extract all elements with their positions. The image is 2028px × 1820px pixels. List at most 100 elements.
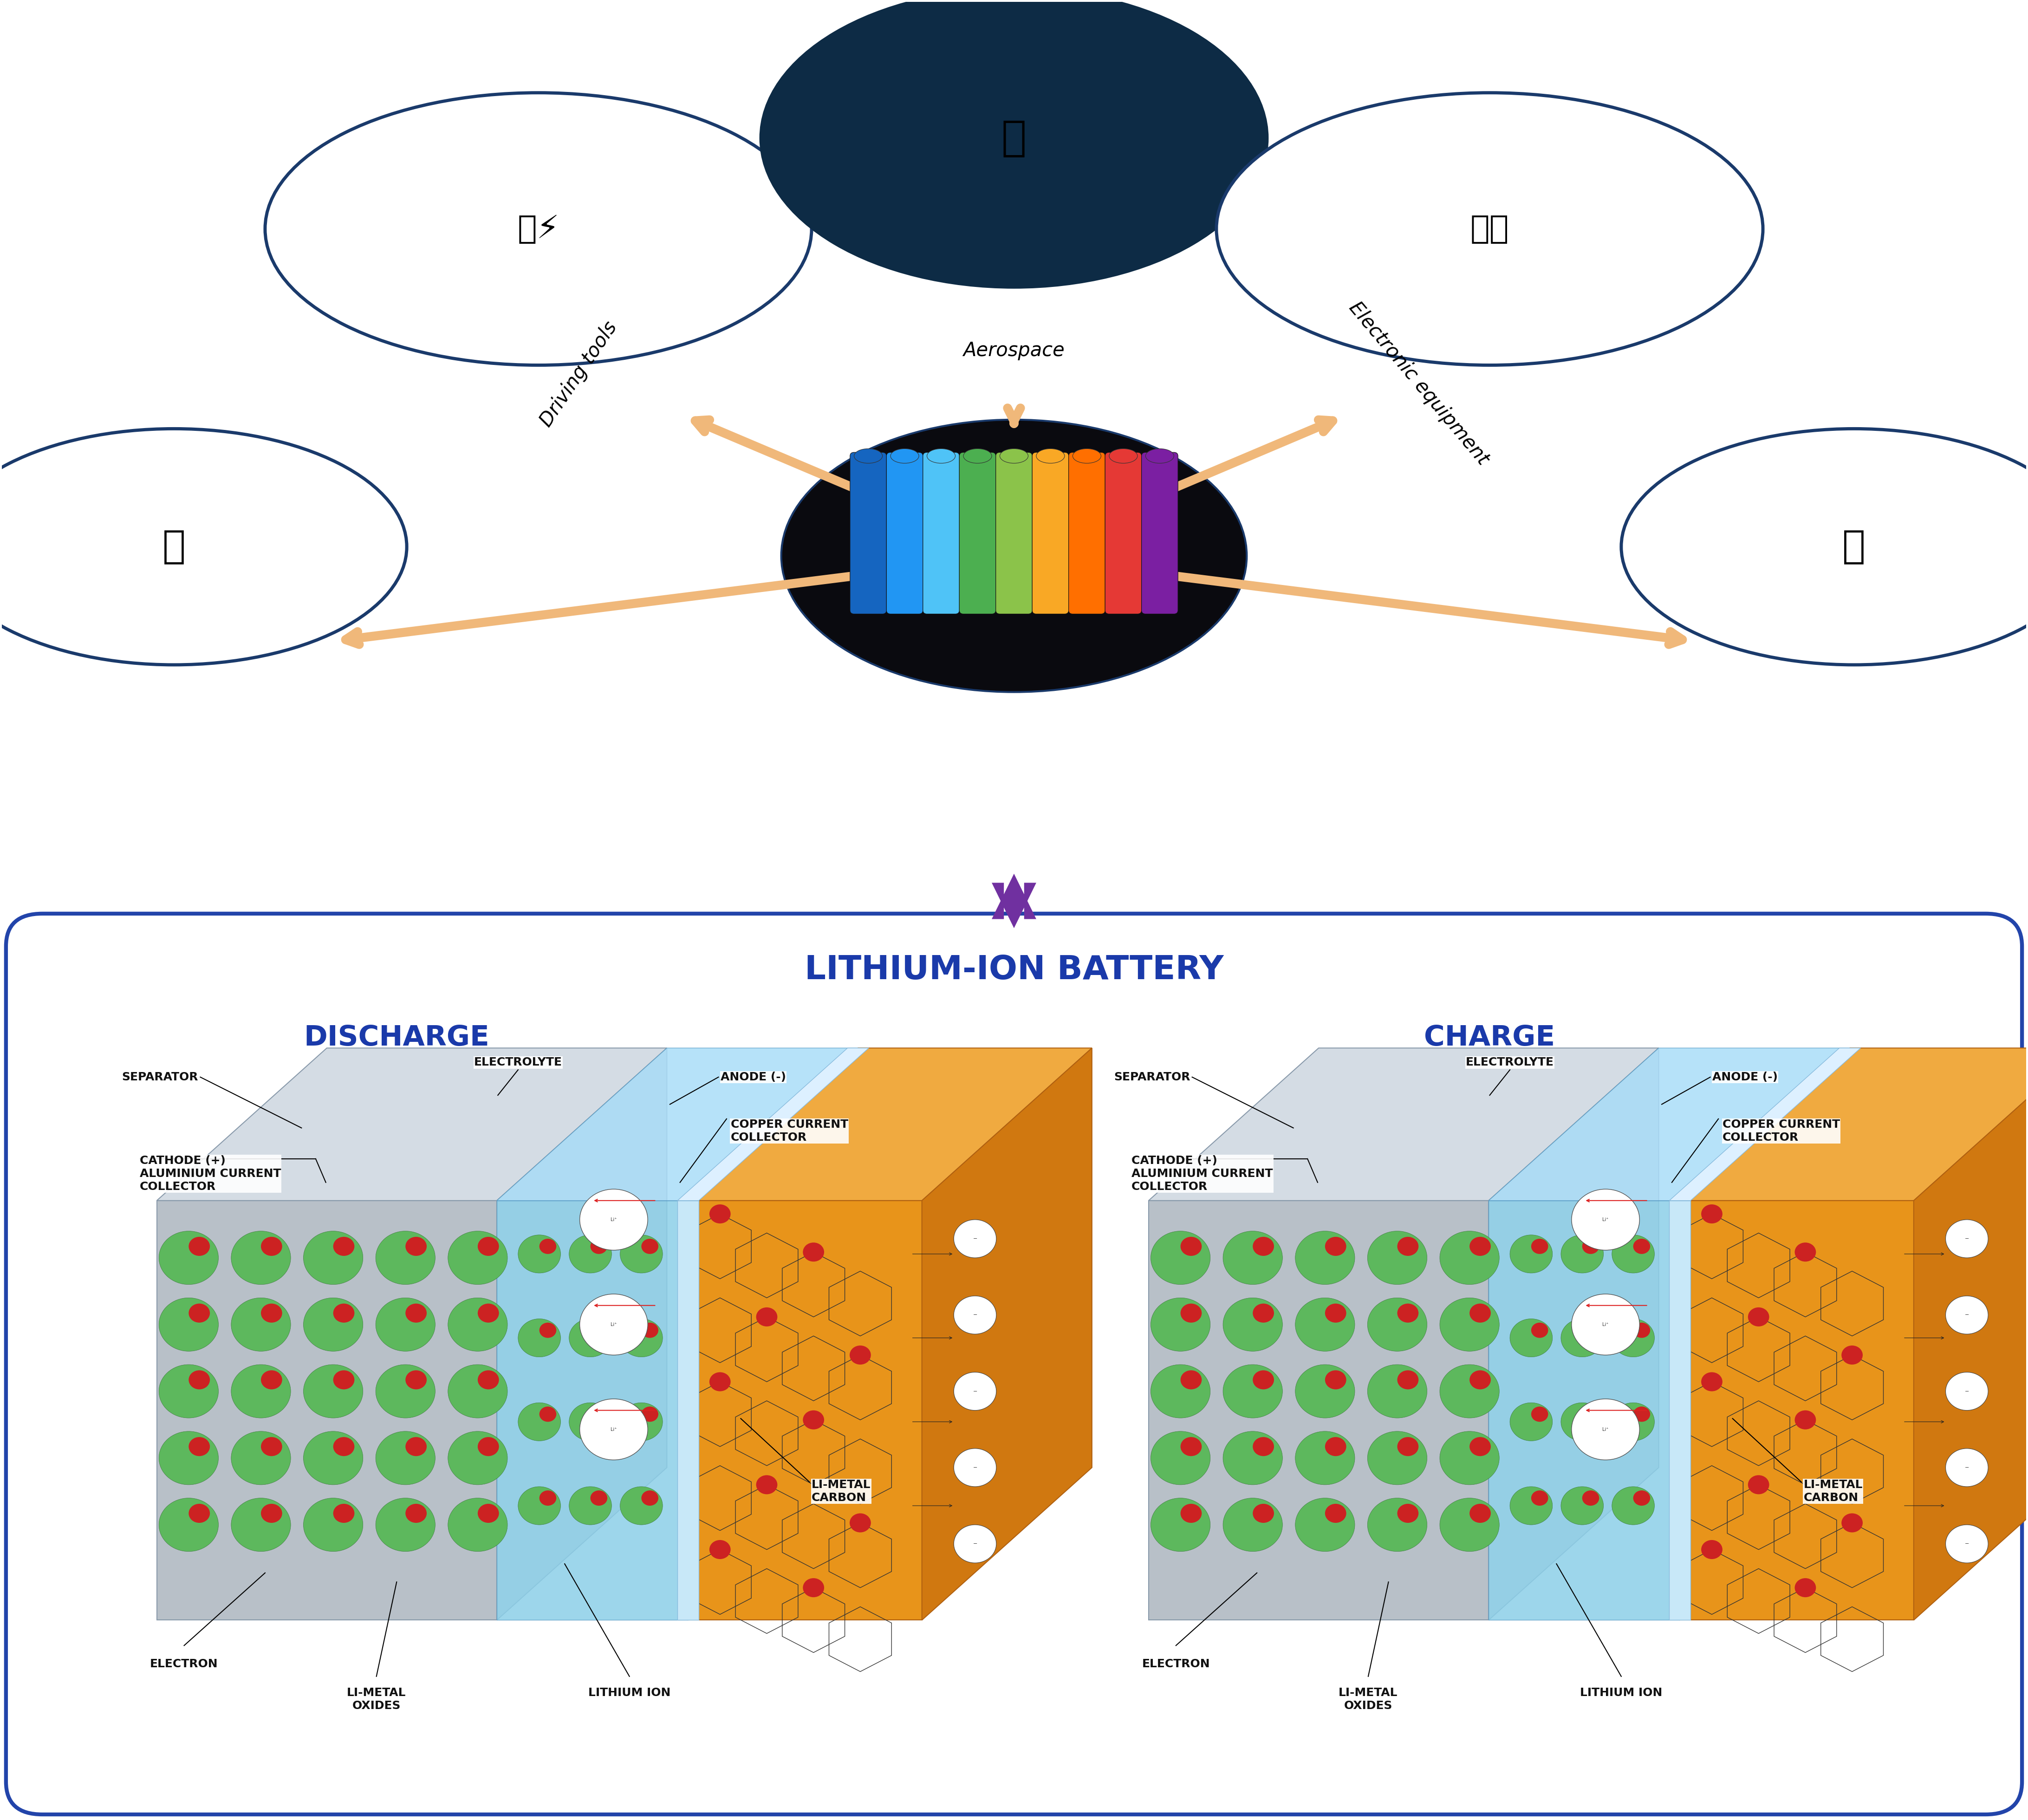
Text: ELECTROLYTE: ELECTROLYTE bbox=[1466, 1057, 1553, 1068]
Ellipse shape bbox=[1620, 430, 2028, 664]
Circle shape bbox=[1795, 1578, 1815, 1598]
Text: ⌚📶: ⌚📶 bbox=[1470, 213, 1509, 244]
Circle shape bbox=[850, 1345, 870, 1365]
Circle shape bbox=[1795, 1243, 1815, 1261]
Circle shape bbox=[1841, 1345, 1864, 1365]
Circle shape bbox=[1253, 1303, 1274, 1323]
Circle shape bbox=[262, 1370, 282, 1389]
Circle shape bbox=[1945, 1296, 1987, 1334]
Text: Electronic equipment: Electronic equipment bbox=[1345, 298, 1493, 470]
Circle shape bbox=[1511, 1487, 1551, 1525]
Ellipse shape bbox=[1073, 450, 1101, 464]
Polygon shape bbox=[923, 1048, 1091, 1620]
Circle shape bbox=[189, 1438, 211, 1456]
Circle shape bbox=[1150, 1498, 1211, 1551]
Circle shape bbox=[1945, 1525, 1987, 1563]
Text: Li⁺: Li⁺ bbox=[610, 1218, 617, 1221]
Circle shape bbox=[1440, 1230, 1499, 1285]
Circle shape bbox=[448, 1431, 507, 1485]
FancyBboxPatch shape bbox=[923, 453, 959, 613]
Circle shape bbox=[375, 1431, 436, 1485]
Circle shape bbox=[1440, 1498, 1499, 1551]
Ellipse shape bbox=[781, 420, 1247, 692]
Ellipse shape bbox=[927, 450, 955, 464]
Text: −: − bbox=[1965, 1312, 1969, 1318]
Circle shape bbox=[1470, 1303, 1491, 1323]
Circle shape bbox=[590, 1323, 606, 1338]
Circle shape bbox=[189, 1238, 211, 1256]
Circle shape bbox=[189, 1370, 211, 1389]
Circle shape bbox=[621, 1320, 663, 1358]
Circle shape bbox=[710, 1205, 730, 1223]
Circle shape bbox=[406, 1238, 426, 1256]
Circle shape bbox=[158, 1230, 219, 1285]
Polygon shape bbox=[687, 1048, 858, 1620]
Circle shape bbox=[304, 1298, 363, 1350]
Circle shape bbox=[231, 1498, 290, 1551]
FancyBboxPatch shape bbox=[996, 453, 1032, 613]
Text: SEPARATOR: SEPARATOR bbox=[122, 1072, 199, 1083]
Circle shape bbox=[1180, 1303, 1203, 1323]
Circle shape bbox=[1748, 1307, 1768, 1327]
Text: −: − bbox=[1965, 1236, 1969, 1241]
Circle shape bbox=[1397, 1238, 1418, 1256]
Circle shape bbox=[304, 1365, 363, 1418]
Circle shape bbox=[1324, 1238, 1347, 1256]
Circle shape bbox=[621, 1403, 663, 1441]
Text: LI-METAL
CARBON: LI-METAL CARBON bbox=[811, 1480, 870, 1503]
Ellipse shape bbox=[1217, 93, 1762, 366]
Polygon shape bbox=[1148, 1048, 1659, 1201]
Circle shape bbox=[803, 1243, 823, 1261]
Ellipse shape bbox=[963, 450, 992, 464]
Circle shape bbox=[1572, 1294, 1639, 1356]
Text: 📱: 📱 bbox=[1841, 528, 1866, 566]
Circle shape bbox=[1440, 1365, 1499, 1418]
Circle shape bbox=[1150, 1431, 1211, 1485]
Circle shape bbox=[333, 1238, 355, 1256]
Circle shape bbox=[1582, 1491, 1600, 1505]
Circle shape bbox=[1511, 1320, 1551, 1358]
FancyBboxPatch shape bbox=[1105, 453, 1142, 613]
Circle shape bbox=[1562, 1236, 1604, 1272]
Circle shape bbox=[1367, 1365, 1428, 1418]
Circle shape bbox=[1470, 1503, 1491, 1523]
Ellipse shape bbox=[1109, 450, 1138, 464]
Circle shape bbox=[1253, 1438, 1274, 1456]
Circle shape bbox=[479, 1370, 499, 1389]
FancyBboxPatch shape bbox=[1069, 453, 1105, 613]
Circle shape bbox=[1223, 1230, 1282, 1285]
Circle shape bbox=[1180, 1438, 1203, 1456]
Circle shape bbox=[570, 1320, 612, 1358]
Text: COPPER CURRENT
COLLECTOR: COPPER CURRENT COLLECTOR bbox=[730, 1119, 848, 1143]
Text: LITHIUM-ION BATTERY: LITHIUM-ION BATTERY bbox=[805, 954, 1223, 986]
Circle shape bbox=[1633, 1491, 1651, 1505]
Text: LITHIUM ION: LITHIUM ION bbox=[1580, 1687, 1663, 1698]
Circle shape bbox=[262, 1303, 282, 1323]
Circle shape bbox=[539, 1239, 556, 1254]
Ellipse shape bbox=[1036, 450, 1065, 464]
Circle shape bbox=[850, 1512, 870, 1532]
Circle shape bbox=[621, 1487, 663, 1525]
Circle shape bbox=[1582, 1407, 1600, 1421]
Circle shape bbox=[1612, 1320, 1655, 1358]
Circle shape bbox=[590, 1239, 606, 1254]
Circle shape bbox=[448, 1365, 507, 1418]
Polygon shape bbox=[1914, 1048, 2028, 1620]
Circle shape bbox=[1324, 1370, 1347, 1389]
Circle shape bbox=[1150, 1298, 1211, 1350]
Circle shape bbox=[448, 1298, 507, 1350]
Circle shape bbox=[1223, 1498, 1282, 1551]
Circle shape bbox=[710, 1372, 730, 1390]
Circle shape bbox=[1367, 1498, 1428, 1551]
Polygon shape bbox=[497, 1048, 667, 1620]
Circle shape bbox=[304, 1431, 363, 1485]
Circle shape bbox=[517, 1320, 560, 1358]
Ellipse shape bbox=[1000, 450, 1028, 464]
Circle shape bbox=[1562, 1403, 1604, 1441]
Circle shape bbox=[479, 1238, 499, 1256]
Circle shape bbox=[304, 1230, 363, 1285]
Circle shape bbox=[1180, 1370, 1203, 1389]
Text: COPPER CURRENT
COLLECTOR: COPPER CURRENT COLLECTOR bbox=[1722, 1119, 1839, 1143]
Circle shape bbox=[517, 1487, 560, 1525]
Polygon shape bbox=[1489, 1201, 1679, 1620]
